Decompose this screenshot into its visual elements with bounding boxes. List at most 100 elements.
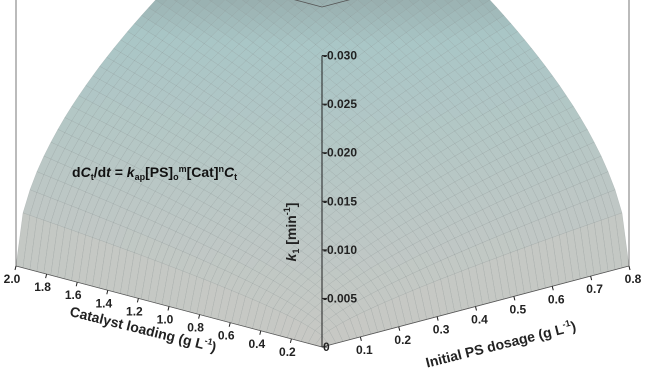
- surface-facet: [106, 73, 121, 88]
- surface-facet: [336, 90, 351, 103]
- surface-facet: [395, 0, 404, 4]
- surface-facet: [349, 125, 365, 138]
- surface-facet: [377, 139, 393, 153]
- surface-facet: [447, 34, 463, 47]
- surface-facet: [71, 95, 87, 111]
- surface-facet: [217, 214, 232, 228]
- surface-facet: [196, 164, 212, 178]
- surface-facet: [398, 90, 414, 103]
- surface-facet: [405, 180, 421, 194]
- surface-facet: [259, 121, 275, 134]
- surface-facet: [293, 250, 309, 263]
- surface-facet: [489, 31, 505, 45]
- surface-facet: [356, 236, 372, 249]
- surface-facet: [482, 97, 498, 111]
- x-tick-mark: [398, 326, 401, 331]
- surface-facet: [482, 60, 498, 74]
- surface-facet: [408, 0, 420, 5]
- surface-facet: [342, 142, 358, 155]
- surface-facet: [300, 244, 316, 257]
- surface-facet: [412, 227, 428, 242]
- surface-facet: [113, 103, 128, 118]
- surface-facet: [252, 105, 268, 118]
- surface-facet: [391, 165, 407, 179]
- surface-facet: [113, 189, 128, 208]
- surface-facet: [300, 233, 316, 245]
- surface-facet: [370, 75, 386, 88]
- surface-facet: [384, 19, 400, 32]
- surface-facet: [426, 247, 441, 265]
- y-tick-mark: [106, 290, 109, 295]
- surface-facet: [412, 0, 428, 12]
- surface-facet: [294, 33, 310, 46]
- surface-facet: [412, 104, 428, 117]
- surface-facet: [440, 185, 455, 200]
- surface-facet: [343, 73, 358, 86]
- surface-facet: [141, 173, 156, 189]
- surface-facet: [447, 22, 463, 35]
- surface-facet: [301, 73, 316, 86]
- y-tick-mark: [228, 322, 231, 327]
- x-tick-mark: [590, 276, 593, 281]
- surface-facet: [454, 251, 469, 272]
- surface-facet: [377, 93, 393, 106]
- surface-facet: [316, 0, 329, 5]
- surface-facet: [273, 97, 289, 110]
- surface-facet: [426, 83, 442, 96]
- surface-facet: [280, 125, 295, 138]
- surface-facet: [294, 10, 310, 23]
- surface-facet: [440, 160, 456, 174]
- surface-facet: [384, 283, 400, 300]
- surface-facet: [113, 130, 128, 146]
- surface-facet: [489, 145, 504, 160]
- surface-facet: [342, 119, 358, 132]
- surface-facet: [350, 0, 365, 12]
- surface-facet: [433, 244, 448, 261]
- surface-facet: [302, 0, 315, 6]
- surface-facet: [405, 4, 421, 17]
- surface-facet: [433, 114, 449, 128]
- surface-facet: [273, 143, 288, 156]
- surface-facet: [300, 278, 316, 291]
- surface-facet: [321, 249, 337, 262]
- surface-facet: [252, 93, 268, 106]
- surface-facet: [461, 110, 477, 124]
- surface-facet: [259, 110, 275, 123]
- x-tick-label: 0.5: [510, 302, 527, 316]
- surface-facet: [454, 114, 470, 128]
- surface-facet: [266, 161, 281, 174]
- surface-facet: [99, 57, 115, 71]
- surface-facet: [398, 43, 414, 57]
- surface-facet: [294, 21, 310, 34]
- surface-facet: [259, 133, 275, 146]
- surface-facet: [426, 180, 442, 194]
- svg-text:dCt/dt = kap[PS]om[Cat]nCt: dCt/dt = kap[PS]om[Cat]nCt: [72, 164, 237, 182]
- surface-plot: [15, 0, 630, 348]
- surface-facet: [335, 136, 351, 149]
- surface-facet: [384, 65, 400, 78]
- y-tick-label: 1.0: [157, 313, 174, 327]
- surface-facet: [322, 78, 337, 91]
- svg-text:k1 [min-1]: k1 [min-1]: [282, 203, 301, 262]
- surface-facet: [266, 11, 282, 24]
- surface-facet: [363, 219, 379, 233]
- surface-facet: [475, 16, 491, 29]
- surface-facet: [71, 188, 86, 209]
- surface-facet: [301, 27, 317, 40]
- surface-facet: [308, 101, 323, 114]
- surface-facet: [489, 56, 505, 70]
- surface-facet: [370, 0, 373, 1]
- surface-facet: [287, 62, 303, 75]
- z-axis-ticks: 0 -0.005 -0.010 -0.015 -0.020 -0.025 -0.030: [321, 49, 357, 354]
- z-tick-label: -0.015: [323, 194, 357, 208]
- surface-facet: [266, 80, 282, 93]
- surface-facet: [468, 105, 484, 120]
- surface-facet: [245, 146, 261, 160]
- x-tick-label: 0.6: [548, 292, 565, 306]
- surface-facet: [467, 0, 472, 2]
- surface-facet: [307, 215, 323, 228]
- surface-facet: [370, 215, 386, 228]
- surface-facet: [405, 121, 421, 134]
- surface-facet: [468, 198, 483, 214]
- surface-facet: [489, 236, 504, 259]
